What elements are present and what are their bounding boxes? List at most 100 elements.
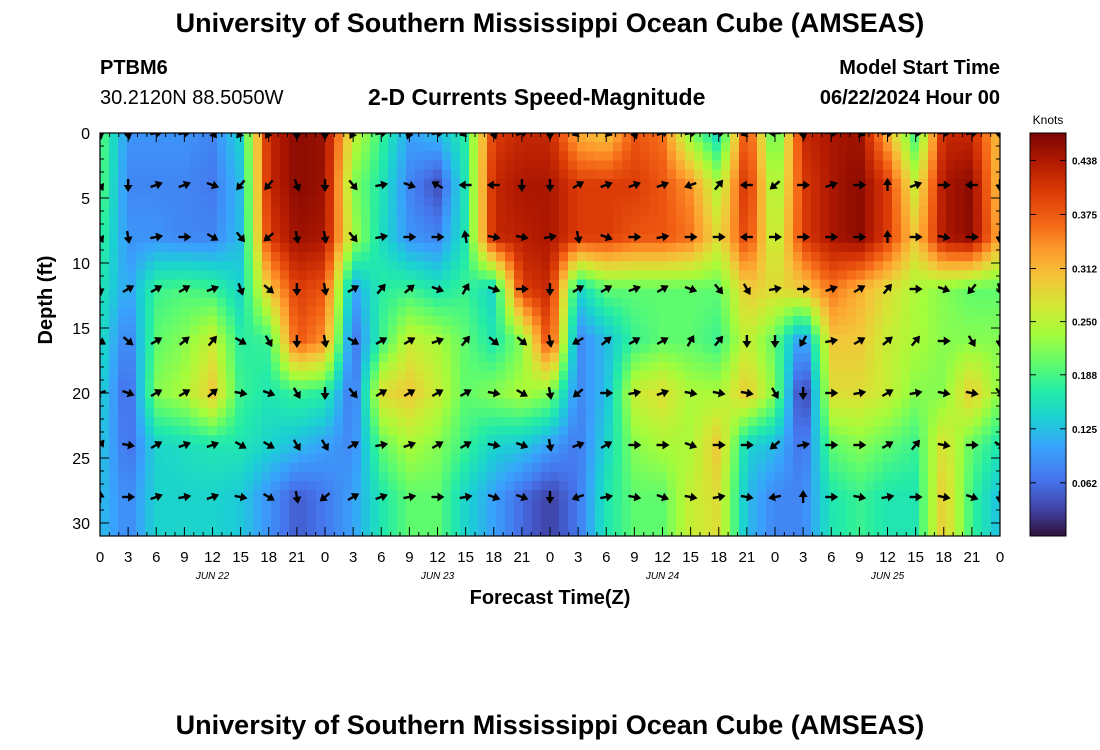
heatmap-cell: [577, 380, 587, 391]
heatmap-cell: [235, 462, 245, 473]
heatmap-cell: [253, 297, 263, 308]
heatmap-cell: [496, 261, 506, 271]
heatmap-cell: [604, 215, 614, 226]
heatmap-cell: [136, 453, 146, 464]
heatmap-cell: [676, 499, 686, 510]
heatmap-cell: [424, 169, 434, 180]
heatmap-cell: [982, 242, 992, 253]
heatmap-cell: [667, 206, 677, 217]
heatmap-cell: [532, 206, 542, 217]
heatmap-cell: [523, 279, 533, 290]
heatmap-cell: [973, 426, 983, 436]
heatmap-cell: [991, 279, 1000, 290]
heatmap-cell: [838, 471, 848, 482]
heatmap-cell: [793, 361, 803, 372]
heatmap-cell: [856, 444, 866, 455]
heatmap-cell: [334, 279, 344, 290]
heatmap-cell: [100, 316, 110, 326]
heatmap-cell: [397, 206, 407, 217]
heatmap-cell: [514, 197, 524, 207]
heatmap-cell: [658, 151, 668, 162]
heatmap-cell: [613, 261, 623, 271]
colorbar-label: Knots: [1033, 113, 1064, 127]
heatmap-cell: [208, 361, 218, 372]
heatmap-cell: [613, 178, 623, 189]
heatmap-cell: [163, 471, 173, 482]
heatmap-cell: [703, 481, 713, 491]
heatmap-cell: [820, 160, 830, 171]
heatmap-cell: [334, 288, 344, 299]
heatmap-cell: [136, 462, 146, 473]
heatmap-cell: [928, 270, 938, 281]
heatmap-cell: [460, 197, 470, 207]
heatmap-cell: [388, 270, 398, 281]
current-arrow: [488, 336, 500, 346]
heatmap-cell: [541, 133, 551, 143]
heatmap-cell: [388, 252, 398, 262]
heatmap-cell: [325, 526, 335, 536]
y-tick-label: 0: [81, 126, 90, 143]
heatmap-cell: [748, 261, 758, 271]
heatmap-cell: [469, 352, 479, 363]
heatmap-cell: [622, 462, 632, 473]
heatmap-cell: [298, 481, 308, 491]
heatmap-cell: [451, 206, 461, 217]
heatmap-cell: [370, 361, 380, 372]
heatmap-cell: [487, 233, 497, 244]
heatmap-cell: [910, 261, 920, 271]
heatmap-cell: [856, 453, 866, 464]
heatmap-cell: [550, 371, 560, 381]
heatmap-cell: [757, 178, 767, 189]
heatmap-cell: [172, 453, 182, 464]
heatmap-cell: [163, 526, 173, 536]
heatmap-cell: [559, 416, 569, 427]
heatmap-cell: [469, 334, 479, 345]
heatmap-cell: [172, 288, 182, 299]
heatmap-cell: [235, 160, 245, 171]
current-arrow: [207, 388, 218, 398]
heatmap-cell: [388, 169, 398, 180]
heatmap-cell: [568, 316, 578, 326]
heatmap-cell: [289, 297, 299, 308]
heatmap-cell: [874, 242, 884, 253]
heatmap-cell: [208, 343, 218, 354]
x-tick-label: 9: [855, 549, 863, 566]
heatmap-cell: [487, 279, 497, 290]
heatmap-cell: [190, 499, 200, 510]
current-arrow: [178, 492, 192, 502]
heatmap-cell: [568, 242, 578, 253]
heatmap-cell: [991, 334, 1000, 345]
heatmap-cell: [307, 279, 317, 290]
heatmap-cell: [919, 361, 929, 372]
heatmap-cell: [757, 508, 767, 519]
heatmap-cell: [793, 499, 803, 510]
heatmap-cell: [667, 133, 677, 143]
heatmap-cell: [757, 187, 767, 198]
heatmap-cell: [415, 270, 425, 281]
heatmap-cell: [622, 517, 632, 528]
heatmap-cell: [181, 279, 191, 290]
heatmap-cell: [955, 151, 965, 162]
heatmap-cell: [172, 187, 182, 198]
heatmap-cell: [532, 361, 542, 372]
heatmap-cell: [991, 352, 1000, 363]
heatmap-cell: [496, 361, 506, 372]
heatmap-cell: [100, 343, 110, 354]
heatmap-cell: [271, 490, 281, 500]
heatmap-cell: [928, 526, 938, 536]
heatmap-cell: [415, 197, 425, 207]
heatmap-cell: [730, 416, 740, 427]
heatmap-cell: [298, 279, 308, 290]
heatmap-cell: [892, 224, 902, 235]
heatmap-cell: [388, 453, 398, 464]
heatmap-cell: [325, 407, 335, 418]
heatmap-cell: [325, 435, 335, 446]
heatmap-cell: [775, 499, 785, 510]
heatmap-cell: [964, 407, 974, 418]
heatmap-cell: [946, 224, 956, 235]
heatmap-cell: [982, 499, 992, 510]
heatmap-cell: [766, 481, 776, 491]
heatmap-cell: [478, 206, 488, 217]
heatmap-cell: [559, 169, 569, 180]
heatmap-cell: [496, 499, 506, 510]
